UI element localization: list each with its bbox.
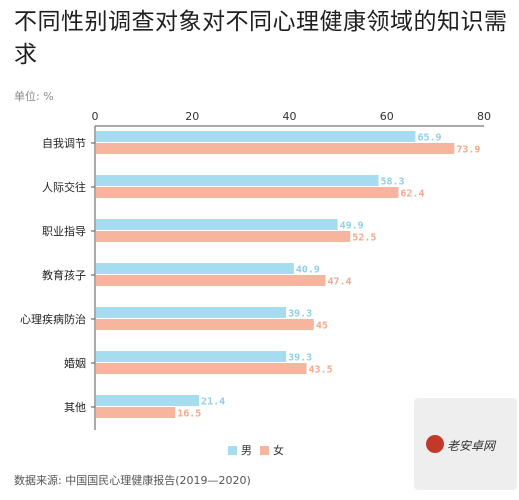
bar-female (96, 319, 314, 330)
data-label: 52.5 (352, 233, 376, 244)
x-tick-label: 0 (92, 110, 99, 123)
source-note: 数据来源: 中国国民心理健康报告(2019—2020) (14, 474, 251, 487)
category-label: 教育孩子 (42, 268, 86, 282)
data-label: 21.4 (201, 397, 225, 408)
bar-male (96, 131, 416, 142)
data-label: 40.9 (296, 265, 320, 276)
bar-female (96, 275, 326, 286)
data-label: 43.5 (309, 365, 333, 376)
bar-male (96, 219, 338, 230)
bar-chart: 0 20 40 60 80 自我调节 65.9 73.9 人际交往 58.362.4 职业指导 49.… (20, 110, 491, 430)
data-label: 39.3 (288, 353, 312, 364)
bar-male (96, 263, 294, 274)
legend-item-male: 男 (228, 442, 252, 458)
x-tick-label: 20 (185, 110, 199, 123)
data-label: 45 (316, 321, 328, 332)
category-label: 婚姻 (64, 356, 86, 370)
watermark-text: 老安卓网 (447, 439, 496, 453)
legend-label-male: 男 (241, 444, 252, 457)
bar-male (96, 307, 287, 318)
bar-female (96, 231, 351, 242)
legend-item-female: 女 (260, 442, 284, 458)
category-label: 心理疾病防治 (20, 312, 86, 326)
data-label: 65.9 (417, 133, 441, 144)
bar-male (96, 175, 379, 186)
data-label: 16.5 (177, 409, 201, 420)
category-label: 职业指导 (42, 224, 86, 238)
x-tick-label: 60 (380, 110, 394, 123)
data-label: 47.4 (327, 277, 351, 288)
bar-female (96, 143, 455, 154)
data-label: 62.4 (400, 189, 424, 200)
legend-swatch-male (228, 445, 237, 455)
data-label: 39.3 (288, 309, 312, 320)
data-label: 49.9 (340, 221, 364, 232)
legend-label-female: 女 (273, 444, 284, 457)
watermark-logo-icon (426, 435, 444, 453)
category-label: 其他 (64, 401, 86, 414)
bar-female (96, 407, 176, 418)
category-label: 人际交往 (42, 180, 86, 194)
bar-male (96, 351, 287, 362)
x-tick-label: 40 (283, 110, 297, 123)
category-label: 自我调节 (42, 137, 86, 150)
bar-female (96, 187, 399, 198)
x-tick-label: 80 (477, 110, 491, 123)
legend-swatch-female (260, 445, 269, 455)
unit-label: 单位: % (14, 90, 54, 103)
legend: 男 女 (228, 442, 284, 458)
bar-female (96, 363, 307, 374)
data-label: 73.9 (456, 145, 480, 156)
chart-title: 不同性别调查对象对不同心理健康领域的知识需求 (14, 9, 508, 68)
bar-male (96, 395, 200, 406)
data-label: 58.3 (380, 177, 404, 188)
